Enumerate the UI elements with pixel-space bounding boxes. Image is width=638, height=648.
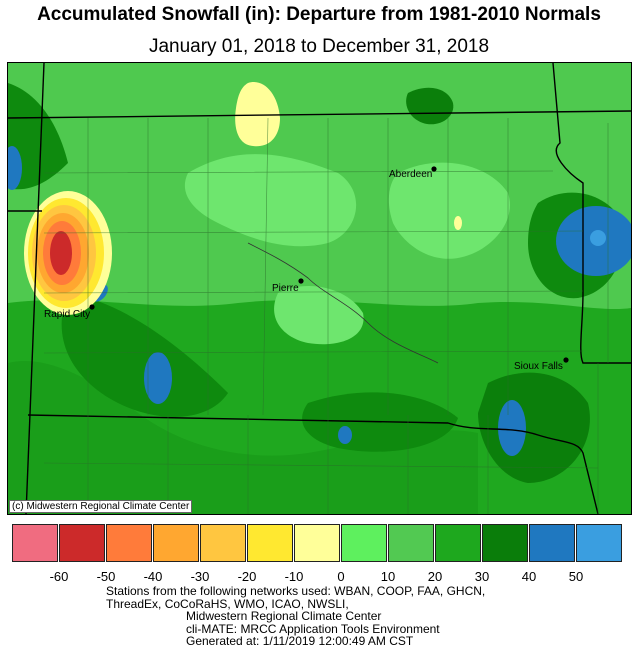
legend-tick-label: 50 <box>568 569 584 584</box>
legend-swatch <box>106 524 152 562</box>
sioux-falls-marker <box>563 357 569 363</box>
legend-swatch <box>435 524 481 562</box>
map-title: Accumulated Snowfall (in): Departure fro… <box>37 4 601 25</box>
legend-swatch <box>576 524 622 562</box>
southwest-blue-pocket <box>144 352 172 404</box>
state-borders <box>8 63 631 514</box>
missouri-river <box>247 242 439 364</box>
legend-swatch <box>200 524 246 562</box>
legend-tick-label: 40 <box>521 569 537 584</box>
northeast-bright-zone <box>388 162 510 259</box>
legend-swatch <box>59 524 105 562</box>
color-legend <box>12 524 623 562</box>
rapid-city-marker <box>89 304 95 310</box>
south-blue-spot <box>338 426 352 444</box>
legend-tick-label: -50 <box>96 569 116 584</box>
aberdeen-marker <box>431 166 437 172</box>
footer-line: ThreadEx, CoCoRaHS, WMO, ICAO, NWSLI, <box>106 596 349 611</box>
southeast-blue-pocket <box>498 400 526 456</box>
northwest-dark-zone <box>8 83 68 190</box>
legend-swatch <box>12 524 58 562</box>
legend-swatch <box>294 524 340 562</box>
north-dark-spot <box>406 87 454 125</box>
central-bright-zone <box>184 154 357 247</box>
legend-tick-label: -10 <box>284 569 304 584</box>
legend-tick-label: 10 <box>380 569 396 584</box>
legend-swatch <box>247 524 293 562</box>
pierre-label: Pierre <box>272 283 299 294</box>
legend-swatch <box>529 524 575 562</box>
legend-tick-label: 0 <box>337 569 345 584</box>
copyright-label: (c) Midwestern Regional Climate Center <box>9 500 193 513</box>
legend-tick-label: -40 <box>143 569 163 584</box>
legend-tick-label: -20 <box>237 569 257 584</box>
snowfall-departure-map: Aberdeen Pierre Rapid City Sioux Falls (… <box>7 62 632 515</box>
legend-tick-label: -30 <box>190 569 210 584</box>
pierre-bright-zone <box>274 285 364 345</box>
map-canvas <box>8 63 631 514</box>
legend-tick-label: 20 <box>427 569 443 584</box>
north-yellow-pocket <box>235 82 280 147</box>
legend-tick-label: -60 <box>49 569 69 584</box>
footer-line: Midwestern Regional Climate Center <box>186 609 382 623</box>
aberdeen-label: Aberdeen <box>389 169 433 180</box>
pierre-marker <box>298 278 304 284</box>
legend-swatch <box>482 524 528 562</box>
east-blue-core <box>590 230 606 246</box>
south-dark-region <box>8 361 478 514</box>
sioux-falls-label: Sioux Falls <box>514 361 563 372</box>
legend-swatch <box>153 524 199 562</box>
rapid-city-label: Rapid City <box>44 309 91 320</box>
footer-line: Stations from the following networks use… <box>106 584 486 598</box>
southwest-dark-zone <box>61 293 229 417</box>
legend-tick-label: 30 <box>474 569 490 584</box>
legend-tick-labels: -60 -50 -40 -30 -20 -10 0 10 20 30 40 50 <box>0 569 638 585</box>
date-range-subtitle: January 01, 2018 to December 31, 2018 <box>148 36 490 57</box>
legend-swatch <box>341 524 387 562</box>
footer-line: cli-MATE: MRCC Application Tools Environ… <box>186 621 440 636</box>
county-borders <box>43 117 609 514</box>
southeast-dark-zone <box>478 372 590 483</box>
station-info-footer: Stations from the following networks use… <box>106 585 485 648</box>
west-edge-blue-spot <box>8 146 22 190</box>
legend-swatch <box>388 524 434 562</box>
black-hills-core <box>50 231 72 275</box>
footer-line: Generated at: 1/11/2019 12:00:49 AM CST <box>186 634 414 648</box>
small-yellow-spot <box>454 216 462 230</box>
